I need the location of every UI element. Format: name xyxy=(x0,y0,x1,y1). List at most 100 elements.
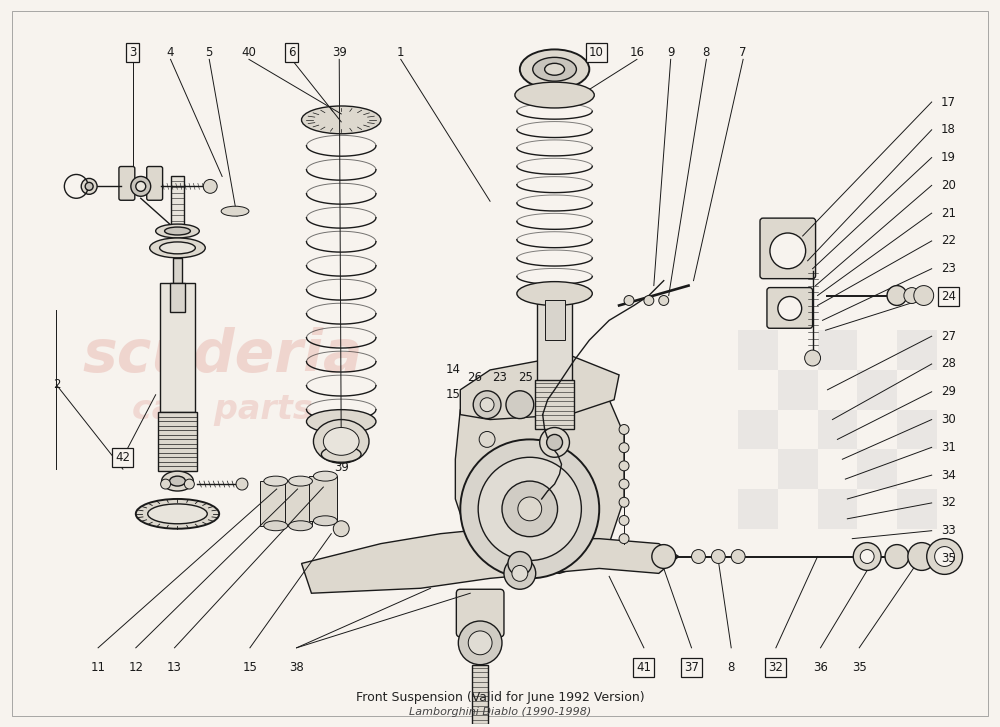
FancyBboxPatch shape xyxy=(456,590,504,637)
Text: 36: 36 xyxy=(813,661,828,674)
Ellipse shape xyxy=(545,63,565,75)
Ellipse shape xyxy=(313,471,337,481)
Ellipse shape xyxy=(136,499,219,529)
Text: 31: 31 xyxy=(941,441,956,454)
Bar xyxy=(173,258,182,283)
Bar xyxy=(897,409,937,449)
Circle shape xyxy=(619,497,629,507)
Ellipse shape xyxy=(156,224,199,238)
Bar xyxy=(545,300,565,340)
Text: 32: 32 xyxy=(768,661,783,674)
Circle shape xyxy=(692,550,705,563)
Ellipse shape xyxy=(302,106,381,134)
Text: 7: 7 xyxy=(739,46,747,59)
Circle shape xyxy=(853,542,881,571)
Bar xyxy=(472,664,488,724)
Text: Front Suspension (Valid for June 1992 Version): Front Suspension (Valid for June 1992 Ve… xyxy=(356,691,644,704)
Ellipse shape xyxy=(162,471,193,491)
Circle shape xyxy=(547,435,563,450)
Text: 25: 25 xyxy=(518,371,533,385)
Ellipse shape xyxy=(221,206,249,216)
Bar xyxy=(285,481,312,526)
Bar xyxy=(260,481,288,526)
Ellipse shape xyxy=(160,242,195,254)
Circle shape xyxy=(479,432,495,447)
Circle shape xyxy=(619,443,629,453)
FancyBboxPatch shape xyxy=(147,166,163,200)
Bar xyxy=(818,409,857,449)
Circle shape xyxy=(473,391,501,419)
Text: 1: 1 xyxy=(397,46,405,59)
FancyBboxPatch shape xyxy=(760,218,816,278)
Text: 8: 8 xyxy=(703,46,710,59)
Circle shape xyxy=(458,621,502,664)
Ellipse shape xyxy=(165,227,190,235)
Polygon shape xyxy=(460,355,619,419)
Text: 6: 6 xyxy=(288,46,295,59)
Ellipse shape xyxy=(533,57,576,81)
Text: 19: 19 xyxy=(941,151,956,164)
Circle shape xyxy=(908,542,936,571)
Text: 39: 39 xyxy=(334,461,349,474)
Circle shape xyxy=(203,180,217,193)
Circle shape xyxy=(885,545,909,569)
Text: 35: 35 xyxy=(941,552,956,565)
Ellipse shape xyxy=(264,521,288,531)
Text: 26: 26 xyxy=(467,371,482,385)
Ellipse shape xyxy=(313,419,369,463)
Text: 42: 42 xyxy=(115,451,130,464)
Text: 10: 10 xyxy=(589,46,604,59)
Ellipse shape xyxy=(517,281,592,305)
Circle shape xyxy=(85,182,93,190)
Text: 32: 32 xyxy=(941,497,956,510)
Text: 11: 11 xyxy=(91,661,106,674)
Text: 5: 5 xyxy=(206,46,213,59)
Text: 35: 35 xyxy=(852,661,867,674)
Ellipse shape xyxy=(170,476,185,486)
Circle shape xyxy=(161,479,171,489)
FancyBboxPatch shape xyxy=(119,166,135,200)
Bar xyxy=(738,409,778,449)
Ellipse shape xyxy=(515,82,594,108)
Text: 2: 2 xyxy=(53,378,60,391)
Circle shape xyxy=(333,521,349,537)
Text: 40: 40 xyxy=(241,46,256,59)
Circle shape xyxy=(624,295,634,305)
Text: 37: 37 xyxy=(684,661,699,674)
Text: 13: 13 xyxy=(167,661,182,674)
Circle shape xyxy=(480,398,494,411)
Text: 21: 21 xyxy=(941,206,956,220)
Polygon shape xyxy=(302,529,679,593)
Circle shape xyxy=(770,233,806,269)
Text: car  parts: car parts xyxy=(132,393,313,426)
Text: 20: 20 xyxy=(941,179,956,192)
Bar xyxy=(818,489,857,529)
Text: 39: 39 xyxy=(332,46,347,59)
Circle shape xyxy=(512,566,528,582)
Text: 38: 38 xyxy=(289,661,304,674)
Circle shape xyxy=(659,295,669,305)
Circle shape xyxy=(131,177,151,196)
Circle shape xyxy=(540,427,569,457)
Text: 27: 27 xyxy=(941,330,956,342)
Circle shape xyxy=(887,286,907,305)
Circle shape xyxy=(478,457,581,561)
Text: 24: 24 xyxy=(941,290,956,303)
Ellipse shape xyxy=(148,504,207,523)
Ellipse shape xyxy=(289,521,312,531)
Bar xyxy=(738,489,778,529)
Ellipse shape xyxy=(289,476,312,486)
Bar xyxy=(857,449,897,489)
Circle shape xyxy=(506,391,534,419)
Text: 16: 16 xyxy=(629,46,644,59)
Ellipse shape xyxy=(150,238,205,258)
Ellipse shape xyxy=(313,516,337,526)
Text: 23: 23 xyxy=(941,262,956,276)
Text: 14: 14 xyxy=(446,364,461,377)
Bar xyxy=(309,476,337,521)
Circle shape xyxy=(619,515,629,526)
Bar xyxy=(897,330,937,370)
Circle shape xyxy=(619,479,629,489)
Bar xyxy=(778,449,818,489)
Polygon shape xyxy=(455,390,624,574)
